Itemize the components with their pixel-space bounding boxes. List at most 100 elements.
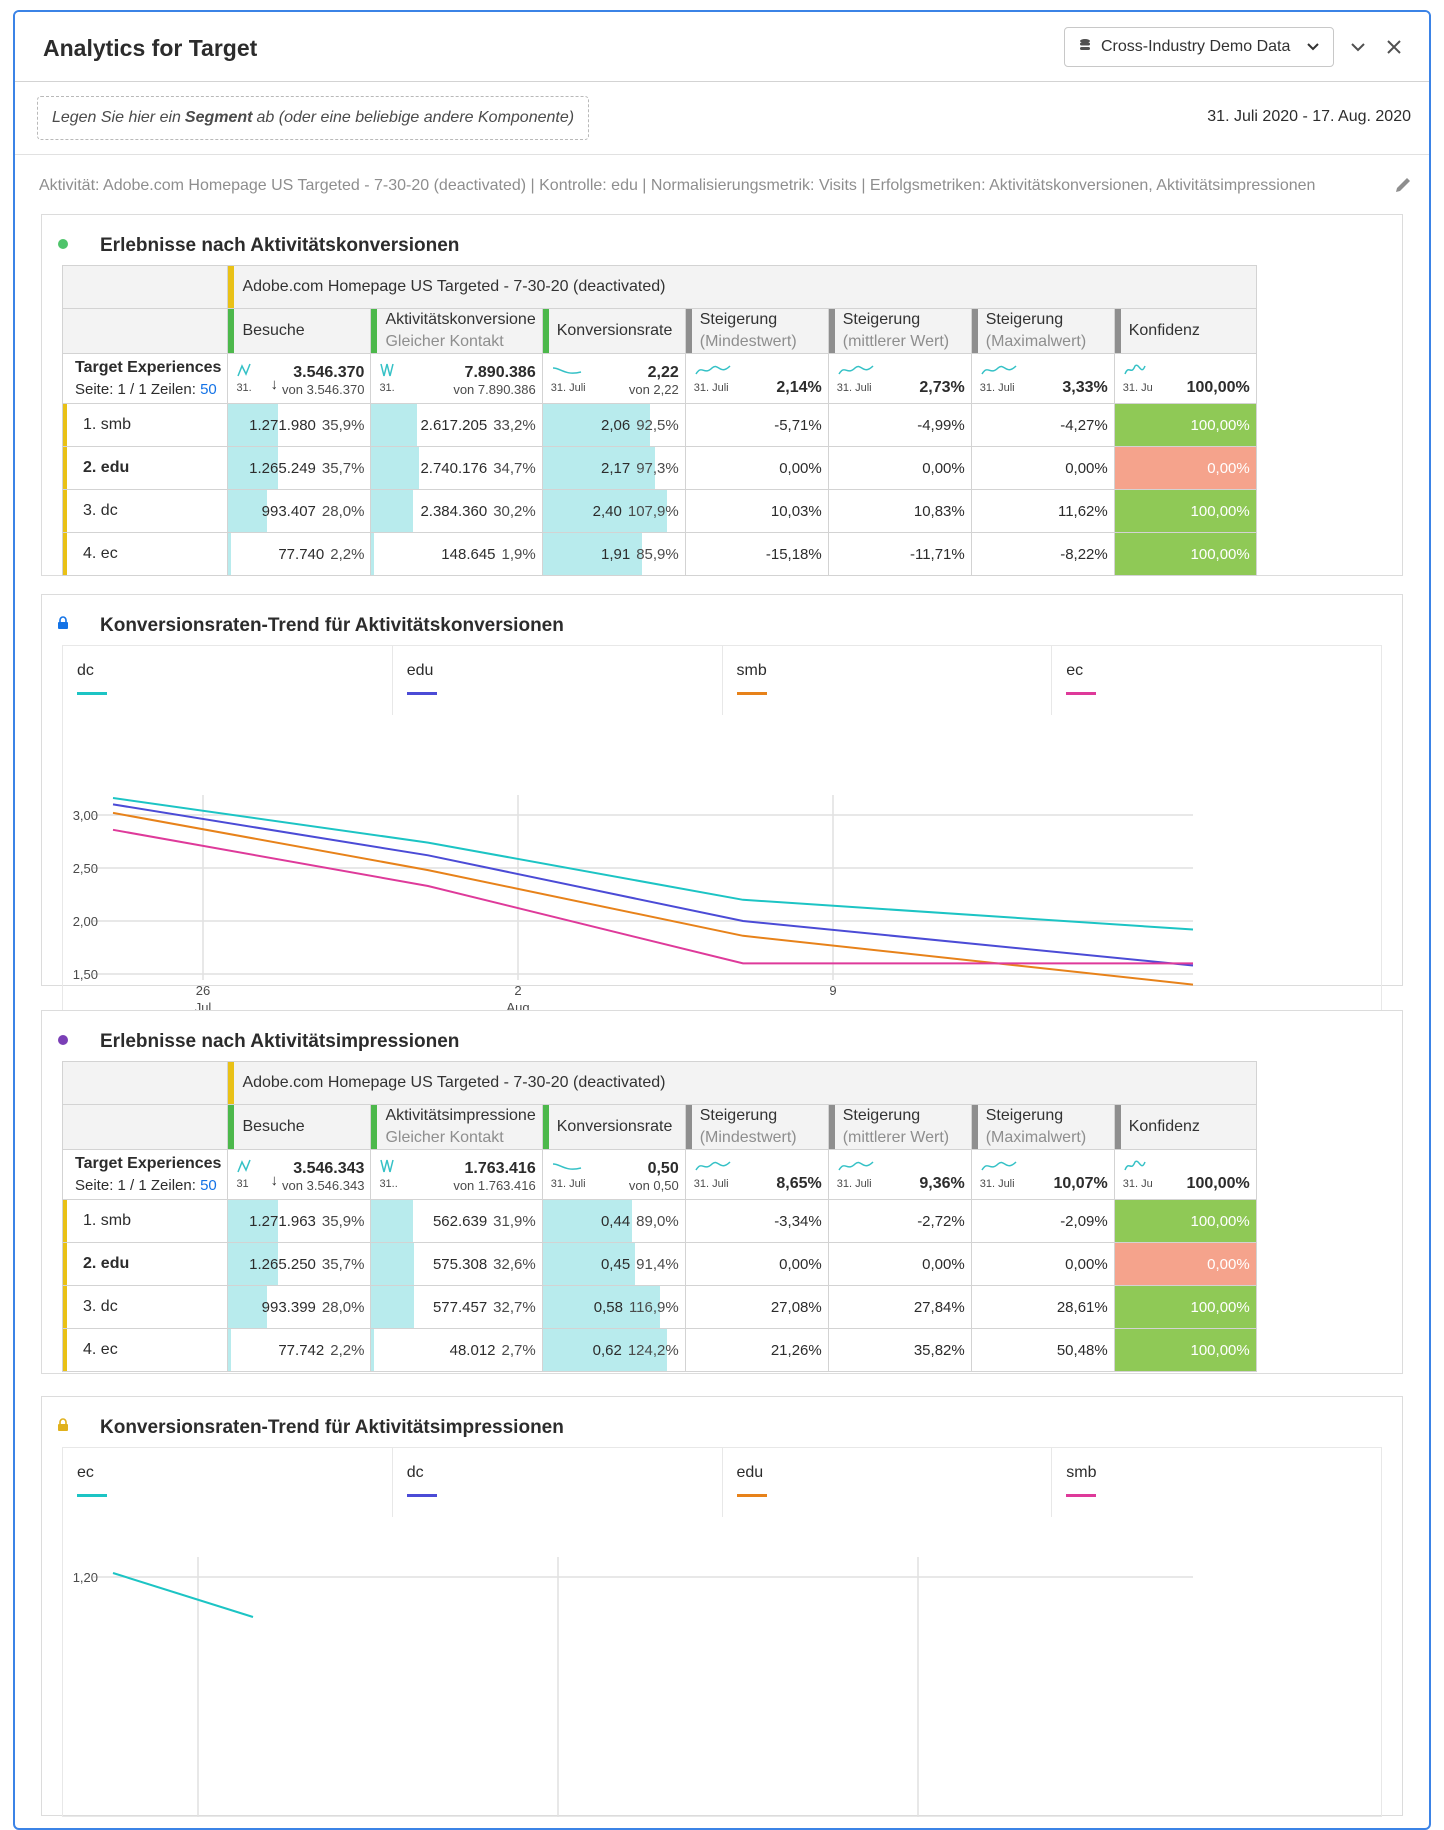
drag-handle[interactable] xyxy=(228,266,235,308)
dimension-header[interactable]: Target Experiences Seite: 1 / 1 Zeilen: 5… xyxy=(61,353,229,404)
segment-drop-zone[interactable]: Legen Sie hier ein Segment ab (oder eine… xyxy=(37,96,589,140)
legend-swatch xyxy=(1066,692,1097,695)
metric-header-7[interactable]: Konfidenz xyxy=(1113,1104,1257,1150)
metric-header-1[interactable]: Besuche xyxy=(227,308,372,354)
cell-bar xyxy=(371,1329,375,1371)
drag-handle[interactable] xyxy=(228,309,235,353)
row-label-cell[interactable]: 1. smb xyxy=(61,1199,229,1243)
table-row[interactable]: 3. dc 993.399 28,0% 577.457 32,7% 0,58 116,9% 2… xyxy=(61,1285,1257,1329)
activity-header-cell[interactable]: Adobe.com Homepage US Targeted - 7-30-20… xyxy=(227,265,1257,309)
date-range[interactable]: 31. Juli 2020 - 17. Aug. 2020 xyxy=(1207,108,1411,125)
sparkline-icon[interactable] xyxy=(694,362,734,378)
row-label-cell[interactable]: 3. dc xyxy=(61,1285,229,1329)
legend-item-dc[interactable]: dc xyxy=(393,1448,723,1517)
drag-handle[interactable] xyxy=(1115,1105,1121,1149)
metric-sublabel: (Maximalwert) xyxy=(985,333,1087,350)
drag-handle[interactable] xyxy=(371,309,378,353)
table-row[interactable]: 1. smb 1.271.963 35,9% 562.639 31,9% 0,44 89,0… xyxy=(61,1199,1257,1243)
sparkline-icon[interactable] xyxy=(379,362,419,378)
metric-header-5[interactable]: Steigerung (mittlerer Wert) xyxy=(827,308,972,354)
drag-handle[interactable] xyxy=(972,309,978,353)
legend-item-smb[interactable]: smb xyxy=(1052,1448,1381,1517)
drag-handle[interactable] xyxy=(1115,309,1121,353)
table-row[interactable]: 1. smb 1.271.980 35,9% 2.617.205 33,2% 2,06 92… xyxy=(61,403,1257,447)
drag-handle[interactable] xyxy=(543,1105,549,1149)
activity-header-cell[interactable]: Adobe.com Homepage US Targeted - 7-30-20… xyxy=(227,1061,1257,1105)
legend-item-ec[interactable]: ec xyxy=(1052,646,1381,715)
rows-per-page-link[interactable]: 50 xyxy=(200,1177,217,1194)
table-row[interactable]: 4. ec 77.740 2,2% 148.645 1,9% 1,91 85,9% -15,1… xyxy=(61,532,1257,576)
sparkline-icon[interactable] xyxy=(1123,1158,1163,1174)
row-label-cell[interactable]: 3. dc xyxy=(61,489,229,533)
sparkline-icon[interactable] xyxy=(236,362,276,378)
sort-arrow-icon[interactable]: ↓ xyxy=(270,1172,278,1189)
dimension-header[interactable]: Target Experiences Seite: 1 / 1 Zeilen: 5… xyxy=(61,1149,229,1200)
legend-item-edu[interactable]: edu xyxy=(723,1448,1053,1517)
metric-header-7[interactable]: Konfidenz xyxy=(1113,308,1257,354)
metric-header-5[interactable]: Steigerung (mittlerer Wert) xyxy=(827,1104,972,1150)
row-label-cell[interactable]: 1. smb xyxy=(61,403,229,447)
table-row[interactable]: 2. edu 1.265.249 35,7% 2.740.176 34,7% 2,17 97… xyxy=(61,446,1257,490)
sparkline-icon[interactable] xyxy=(980,1158,1020,1174)
drag-handle[interactable] xyxy=(228,1105,235,1149)
sparkline-icon[interactable] xyxy=(837,362,877,378)
row-label-cell[interactable]: 2. edu xyxy=(61,1242,229,1286)
legend-item-smb[interactable]: smb xyxy=(723,646,1053,715)
metric-header-6[interactable]: Steigerung (Maximalwert) xyxy=(970,1104,1115,1150)
drag-handle[interactable] xyxy=(686,1105,692,1149)
lift-cell: -2,09% xyxy=(970,1199,1115,1243)
close-panel-button[interactable] xyxy=(1381,34,1407,60)
sparkline-icon[interactable] xyxy=(551,1158,591,1174)
metric-header-3[interactable]: Konversionsrate xyxy=(541,1104,686,1150)
total-of: von 3.546.370 xyxy=(282,382,365,397)
drag-handle[interactable] xyxy=(228,1062,235,1104)
sparkline-date: 31. xyxy=(379,382,395,394)
drag-handle[interactable] xyxy=(829,1105,835,1149)
lift-cell: 10,03% xyxy=(684,489,829,533)
metric-cell: 2.740.176 34,7% xyxy=(370,446,543,490)
metric-header-6[interactable]: Steigerung (Maximalwert) xyxy=(970,308,1115,354)
table-row[interactable]: 2. edu 1.265.250 35,7% 575.308 32,6% 0,45 91,4… xyxy=(61,1242,1257,1286)
legend-item-edu[interactable]: edu xyxy=(393,646,723,715)
metric-sublabel: (mittlerer Wert) xyxy=(842,1129,950,1146)
drag-handle[interactable] xyxy=(543,309,549,353)
legend-item-ec[interactable]: ec xyxy=(63,1448,393,1517)
sparkline-icon[interactable] xyxy=(379,1158,419,1174)
edit-pencil-icon[interactable] xyxy=(1393,175,1413,200)
metric-header-4[interactable]: Steigerung (Mindestwert) xyxy=(684,308,829,354)
metric-header-2[interactable]: Aktivitätsimpressione Gleicher Kontakt xyxy=(370,1104,543,1150)
line-chart-svg: 1,20 xyxy=(73,1557,1193,1817)
cell-percent: 35,9% xyxy=(321,1212,365,1230)
sort-arrow-icon[interactable]: ↓ xyxy=(270,376,278,393)
metric-header-3[interactable]: Konversionsrate xyxy=(541,308,686,354)
table-row[interactable]: 4. ec 77.742 2,2% 48.012 2,7% 0,62 124,2% 21,26… xyxy=(61,1328,1257,1372)
sparkline-icon[interactable] xyxy=(980,362,1020,378)
metric-header-2[interactable]: Aktivitätskonversione Gleicher Kontakt xyxy=(370,308,543,354)
sparkline-icon[interactable] xyxy=(1123,362,1163,378)
drag-handle[interactable] xyxy=(686,309,692,353)
drag-handle[interactable] xyxy=(972,1105,978,1149)
row-label: 1. smb xyxy=(83,416,132,433)
sparkline-icon[interactable] xyxy=(694,1158,734,1174)
datasource-selector[interactable]: Cross-Industry Demo Data xyxy=(1064,27,1334,67)
sparkline-icon[interactable] xyxy=(236,1158,276,1174)
row-label-cell[interactable]: 2. edu xyxy=(61,446,229,490)
drag-handle[interactable] xyxy=(829,309,835,353)
metric-cell: 77.742 2,2% xyxy=(227,1328,372,1372)
drag-handle[interactable] xyxy=(371,1105,378,1149)
collapse-panel-button[interactable] xyxy=(1345,34,1371,60)
row-label-cell[interactable]: 4. ec xyxy=(61,532,229,576)
rows-per-page-link[interactable]: 50 xyxy=(200,381,217,398)
cell-value: 48.012 xyxy=(449,1341,496,1359)
metric-header-1[interactable]: Besuche xyxy=(227,1104,372,1150)
confidence-cell: 100,00% xyxy=(1113,532,1257,576)
legend-swatch xyxy=(77,692,107,695)
legend-item-dc[interactable]: dc xyxy=(63,646,393,715)
metric-cell: 2.384.360 30,2% xyxy=(370,489,543,533)
row-label-cell[interactable]: 4. ec xyxy=(61,1328,229,1372)
metric-label: Steigerung xyxy=(842,1107,921,1124)
metric-header-4[interactable]: Steigerung (Mindestwert) xyxy=(684,1104,829,1150)
table-row[interactable]: 3. dc 993.407 28,0% 2.384.360 30,2% 2,40 107,9… xyxy=(61,489,1257,533)
sparkline-icon[interactable] xyxy=(551,362,591,378)
sparkline-icon[interactable] xyxy=(837,1158,877,1174)
